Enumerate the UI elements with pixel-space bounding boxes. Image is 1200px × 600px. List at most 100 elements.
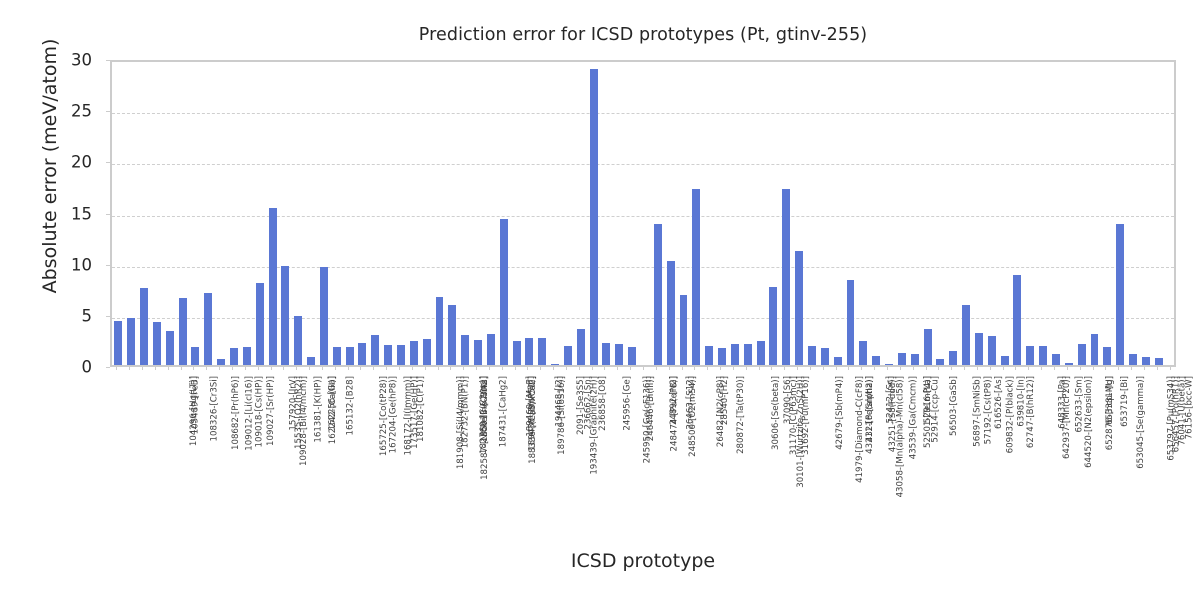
bar[interactable] bbox=[191, 346, 200, 365]
bar[interactable] bbox=[140, 288, 149, 365]
bar[interactable] bbox=[255, 283, 264, 365]
bar-slot[interactable] bbox=[433, 62, 446, 365]
bar-slot[interactable] bbox=[151, 62, 164, 365]
bar-slot[interactable] bbox=[330, 62, 343, 365]
bar[interactable] bbox=[846, 280, 855, 365]
bar-slot[interactable] bbox=[1075, 62, 1088, 365]
bar-slot[interactable] bbox=[973, 62, 986, 365]
bar[interactable] bbox=[1000, 355, 1009, 365]
bar-slot[interactable] bbox=[793, 62, 806, 365]
bar-slot[interactable] bbox=[446, 62, 459, 365]
bar-slot[interactable] bbox=[163, 62, 176, 365]
bar[interactable] bbox=[371, 335, 380, 365]
bar-slot[interactable] bbox=[202, 62, 215, 365]
bar-slot[interactable] bbox=[1037, 62, 1050, 365]
bar-slot[interactable] bbox=[215, 62, 228, 365]
bar[interactable] bbox=[923, 329, 932, 365]
bar-slot[interactable] bbox=[266, 62, 279, 365]
bar[interactable] bbox=[1141, 356, 1150, 365]
bar[interactable] bbox=[859, 341, 868, 365]
bar[interactable] bbox=[692, 189, 701, 365]
bar-slot[interactable] bbox=[343, 62, 356, 365]
bar-slot[interactable] bbox=[138, 62, 151, 365]
bar-slot[interactable] bbox=[472, 62, 485, 365]
bar-slot[interactable] bbox=[870, 62, 883, 365]
bar[interactable] bbox=[1103, 346, 1112, 365]
bar[interactable] bbox=[345, 346, 354, 365]
bar-slot[interactable] bbox=[189, 62, 202, 365]
bar[interactable] bbox=[897, 352, 906, 365]
bar[interactable] bbox=[332, 346, 341, 365]
bar[interactable] bbox=[1064, 362, 1073, 365]
bar-slot[interactable] bbox=[908, 62, 921, 365]
bar-slot[interactable] bbox=[1088, 62, 1101, 365]
bar-slot[interactable] bbox=[728, 62, 741, 365]
bar-slot[interactable] bbox=[664, 62, 677, 365]
bar[interactable] bbox=[743, 343, 752, 365]
bar[interactable] bbox=[962, 304, 971, 365]
bar[interactable] bbox=[1116, 223, 1125, 365]
bar-slot[interactable] bbox=[690, 62, 703, 365]
bar-slot[interactable] bbox=[395, 62, 408, 365]
bar[interactable] bbox=[294, 315, 303, 365]
bar[interactable] bbox=[1052, 353, 1060, 365]
bar-slot[interactable] bbox=[382, 62, 395, 365]
bar-slot[interactable] bbox=[407, 62, 420, 365]
bar-slot[interactable] bbox=[176, 62, 189, 365]
bar-slot[interactable] bbox=[112, 62, 125, 365]
bar-slot[interactable] bbox=[459, 62, 472, 365]
bar-slot[interactable] bbox=[1114, 62, 1127, 365]
bar[interactable] bbox=[204, 293, 213, 365]
bar-slot[interactable] bbox=[1062, 62, 1075, 365]
bar[interactable] bbox=[1154, 357, 1163, 365]
bar[interactable] bbox=[949, 350, 958, 365]
bar[interactable] bbox=[718, 347, 727, 365]
bar[interactable] bbox=[319, 266, 328, 365]
bar-slot[interactable] bbox=[510, 62, 523, 365]
bar-slot[interactable] bbox=[228, 62, 241, 365]
bar-slot[interactable] bbox=[639, 62, 652, 365]
bar-slot[interactable] bbox=[1024, 62, 1037, 365]
bar[interactable] bbox=[936, 358, 945, 365]
bar-slot[interactable] bbox=[883, 62, 896, 365]
bar-slot[interactable] bbox=[651, 62, 664, 365]
bar-slot[interactable] bbox=[754, 62, 767, 365]
bar-slot[interactable] bbox=[716, 62, 729, 365]
bar[interactable] bbox=[1077, 343, 1086, 365]
bar-slot[interactable] bbox=[292, 62, 305, 365]
bar-slot[interactable] bbox=[484, 62, 497, 365]
bar[interactable] bbox=[281, 265, 290, 365]
bar-slot[interactable] bbox=[497, 62, 510, 365]
bar-slot[interactable] bbox=[420, 62, 433, 365]
bar[interactable] bbox=[705, 345, 714, 365]
bar[interactable] bbox=[551, 363, 560, 365]
bar-slot[interactable] bbox=[562, 62, 575, 365]
bar-slot[interactable] bbox=[1165, 62, 1178, 365]
bar[interactable] bbox=[910, 353, 919, 365]
bar-slot[interactable] bbox=[253, 62, 266, 365]
bar-slot[interactable] bbox=[895, 62, 908, 365]
bar[interactable] bbox=[217, 358, 226, 365]
bar[interactable] bbox=[1090, 334, 1099, 365]
bar[interactable] bbox=[242, 346, 251, 365]
bar-slot[interactable] bbox=[1050, 62, 1063, 365]
bar[interactable] bbox=[974, 333, 983, 365]
bar[interactable] bbox=[384, 344, 393, 365]
bar[interactable] bbox=[872, 355, 881, 365]
bar-slot[interactable] bbox=[305, 62, 318, 365]
bar-slot[interactable] bbox=[613, 62, 626, 365]
bar[interactable] bbox=[538, 338, 547, 365]
bar[interactable] bbox=[1039, 345, 1048, 365]
bar-slot[interactable] bbox=[626, 62, 639, 365]
bar[interactable] bbox=[679, 295, 688, 365]
bar-slot[interactable] bbox=[921, 62, 934, 365]
bar[interactable] bbox=[833, 356, 842, 365]
bar[interactable] bbox=[615, 343, 624, 365]
bar[interactable] bbox=[165, 331, 174, 365]
bar-slot[interactable] bbox=[356, 62, 369, 365]
bar[interactable] bbox=[807, 345, 816, 365]
bar[interactable] bbox=[756, 341, 765, 365]
bar[interactable] bbox=[512, 341, 521, 365]
bar-slot[interactable] bbox=[1127, 62, 1140, 365]
bar[interactable] bbox=[987, 336, 996, 365]
